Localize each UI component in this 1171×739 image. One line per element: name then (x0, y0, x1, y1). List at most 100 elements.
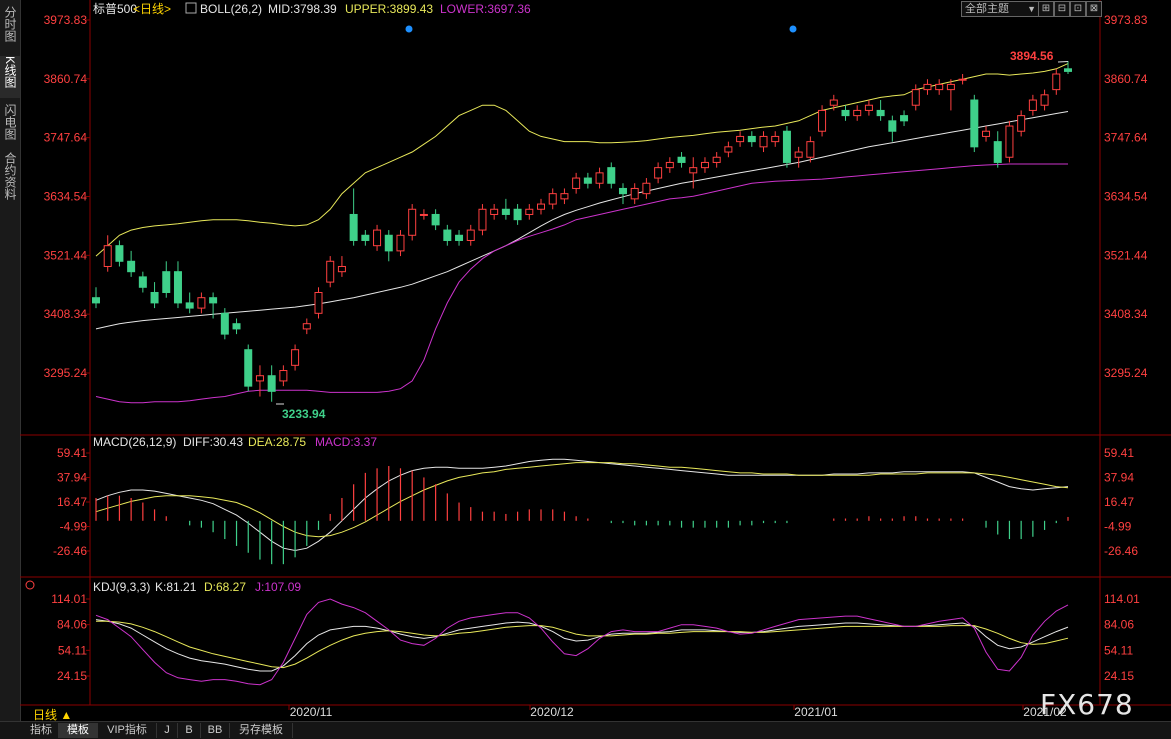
candle-down (162, 271, 171, 293)
period-selector[interactable]: 日线 ▲ (33, 708, 73, 722)
candle-down (501, 208, 510, 215)
candle-up (103, 245, 112, 267)
layout-icon[interactable]: ⊡ (1070, 1, 1086, 17)
macd-dea: DEA:28.75 (248, 435, 306, 449)
kdj-settings-icon[interactable] (25, 580, 35, 590)
candle-up (326, 260, 335, 283)
tab-indicator[interactable]: 指标 (24, 723, 59, 738)
candle-up (864, 104, 873, 111)
candle-up (712, 156, 721, 163)
kdj-k-line (95, 619, 1069, 672)
candle-up (771, 135, 780, 143)
candle-down (232, 323, 241, 330)
high-annotation: 3894.56 (1010, 49, 1054, 63)
tab-contract-info[interactable]: 合约资料 (0, 152, 20, 212)
y-tick-label-left: 59.41 (57, 446, 87, 460)
candle-up (419, 213, 428, 216)
x-tick-label: 2020/12 (530, 705, 574, 719)
y-tick-label-left: 37.94 (57, 471, 87, 485)
candle-up (806, 141, 815, 158)
candle-up (794, 151, 803, 158)
candle-up (302, 323, 311, 330)
tab-save-template[interactable]: 另存模板 (230, 723, 293, 738)
watermark: FX678 (1040, 688, 1134, 721)
candle-down (747, 135, 756, 143)
zoom-in-icon[interactable]: ⊞ (1038, 1, 1054, 17)
y-tick-label-left: 16.47 (57, 495, 87, 509)
theme-select[interactable]: 全部主题 ▼ (961, 1, 1040, 17)
macd-dea-line (95, 462, 1069, 538)
y-tick-label-right: 84.06 (1104, 618, 1134, 632)
kdj-k: K:81.21 (155, 580, 197, 594)
macd-name: MACD(26,12,9) (93, 435, 176, 449)
kdj-j-line (95, 598, 1069, 686)
candle-up (490, 208, 499, 215)
y-tick-label-right: 3408.34 (1104, 307, 1148, 321)
candle-down (900, 115, 909, 122)
boll-lower-line (95, 163, 1068, 404)
macd-diff: DIFF:30.43 (183, 435, 243, 449)
candle-down (607, 167, 616, 184)
candle-down (244, 349, 253, 387)
tab-kline[interactable]: K线图 (0, 56, 20, 98)
candle-up (1040, 94, 1049, 106)
y-tick-label-right: 24.15 (1104, 669, 1134, 683)
y-tick-label-left: 3860.74 (44, 72, 88, 86)
indicator-icon[interactable] (185, 2, 197, 14)
candle-down (209, 297, 218, 304)
candle-down (127, 260, 136, 273)
bottom-tab-bar: 指标 模板 VIP指标 J B BB 另存模板 (0, 721, 1171, 739)
candle-up (829, 99, 838, 106)
event-marker (405, 25, 413, 33)
candle-down (173, 271, 182, 304)
candle-down (876, 109, 885, 117)
candle-up (630, 187, 639, 200)
candle-up (1028, 99, 1037, 111)
candle-up (408, 208, 417, 236)
y-tick-label-right: 3973.83 (1104, 13, 1148, 27)
candle-up (537, 203, 546, 210)
y-tick-label-left: -26.46 (53, 544, 87, 558)
zoom-out-icon[interactable]: ⊟ (1054, 1, 1070, 17)
low-annotation: 3233.94 (282, 407, 326, 421)
candle-down (138, 276, 147, 288)
theme-select-label: 全部主题 (965, 3, 1009, 15)
y-tick-label-right: 59.41 (1104, 446, 1134, 460)
tab-time-sharing[interactable]: 分时图 (0, 6, 20, 48)
close-icon[interactable]: ⊠ (1086, 1, 1102, 17)
macd-value: MACD:3.37 (315, 435, 377, 449)
y-tick-label-left: 3408.34 (44, 307, 88, 321)
candle-down (220, 312, 229, 335)
candle-down (361, 234, 370, 241)
tab-bb[interactable]: BB (201, 723, 230, 738)
candle-down (841, 109, 850, 117)
y-tick-label-right: 3295.24 (1104, 366, 1148, 380)
y-tick-label-right: 3747.64 (1104, 131, 1148, 145)
candle-up (958, 78, 967, 81)
kline-chart[interactable]: 标普500 <日线> BOLL(26,2) MID:3798.39 UPPER:… (0, 0, 1171, 722)
event-marker (789, 25, 797, 33)
candle-up (1017, 115, 1026, 132)
candle-down (267, 375, 276, 392)
candle-up (396, 234, 405, 252)
period-tag: <日线> (133, 2, 171, 16)
candle-down (993, 141, 1002, 163)
candle-down (513, 208, 522, 221)
candle-up (818, 109, 827, 132)
tab-b[interactable]: B (178, 723, 201, 738)
candle-up (314, 291, 323, 314)
y-tick-label-left: 3973.83 (44, 13, 88, 27)
tab-template[interactable]: 模板 (59, 723, 98, 738)
boll-mid-line (95, 111, 1069, 330)
tab-j[interactable]: J (157, 723, 178, 738)
tab-vip-indicator[interactable]: VIP指标 (98, 723, 157, 738)
candle-down (443, 229, 452, 241)
y-tick-label-right: 54.11 (1104, 643, 1133, 657)
candle-down (384, 234, 393, 252)
side-tab-bar: 分时图 K线图 闪电图 合约资料 (0, 0, 21, 722)
kdj-d-line (96, 620, 1069, 669)
x-tick-label: 2021/02 (1023, 705, 1067, 719)
y-tick-label-left: 114.01 (51, 592, 87, 606)
y-tick-label-left: -4.99 (60, 519, 88, 533)
tab-flash[interactable]: 闪电图 (0, 104, 20, 146)
